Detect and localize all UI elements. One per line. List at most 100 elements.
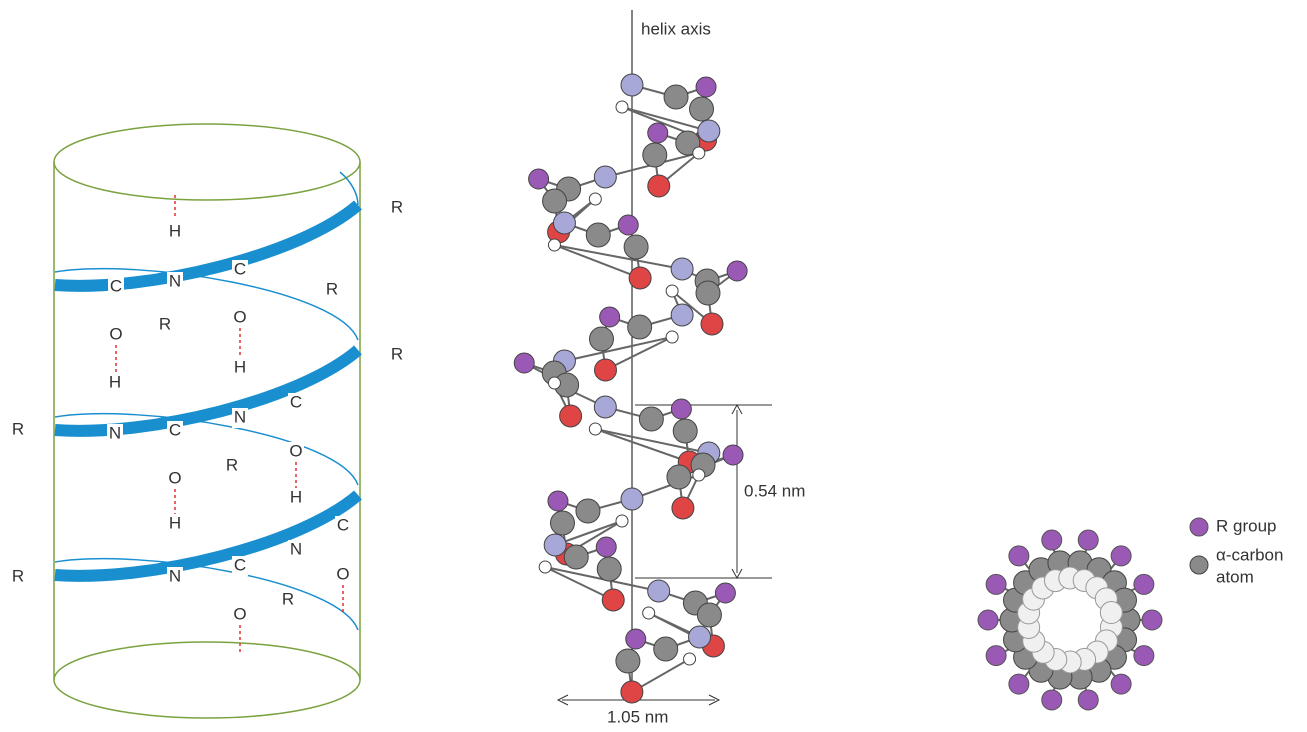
legend: R group α-carbon atom (1190, 516, 1283, 586)
end-view (978, 530, 1162, 710)
atom (715, 583, 735, 603)
atom (1042, 530, 1062, 550)
atom (626, 629, 646, 649)
atom (529, 169, 549, 189)
atom (597, 557, 621, 581)
atom (1042, 690, 1062, 710)
bond (554, 245, 682, 269)
atom-label: N (234, 407, 246, 426)
atom (594, 396, 616, 418)
atom (594, 166, 616, 188)
atom (1134, 574, 1154, 594)
atom-label: O (233, 604, 246, 623)
atom (648, 175, 670, 197)
atom (727, 261, 747, 281)
atom (648, 580, 670, 602)
atom-label: H (169, 221, 181, 240)
atom-label: C (234, 555, 246, 574)
atom-label: O (336, 564, 349, 583)
atom (553, 212, 575, 234)
atom (576, 499, 600, 523)
atom-label: R (12, 566, 24, 585)
cylinder-top (54, 124, 360, 200)
atom (643, 143, 667, 167)
atom (586, 223, 610, 247)
atom (589, 423, 601, 435)
atom-label: R (391, 344, 403, 363)
atom-label: O (289, 441, 302, 460)
atom (697, 603, 721, 627)
atom (689, 626, 711, 648)
figure: RHNCORCORRHNHNCOCORRHNHNCOCORR helix axi… (0, 0, 1307, 727)
atom-label: H (109, 372, 121, 391)
atom (589, 327, 613, 351)
ball-and-stick-model: helix axis 0.54 nm 1.05 nm (514, 10, 805, 726)
atom (654, 637, 678, 661)
atom (671, 304, 693, 326)
legend-label: atom (1216, 567, 1254, 586)
atom-label: N (169, 271, 181, 290)
atom (690, 97, 714, 121)
atom (618, 215, 638, 235)
atom-label: C (337, 515, 349, 534)
atom (616, 649, 640, 673)
atom (1134, 646, 1154, 666)
cylinder-bottom (54, 642, 360, 718)
atom (693, 469, 705, 481)
rise-label: 0.54 nm (744, 481, 805, 500)
atom (543, 189, 567, 213)
legend-swatch (1190, 518, 1208, 536)
atom (1009, 674, 1029, 694)
atom (666, 331, 678, 343)
atom (696, 77, 716, 97)
atom (1111, 674, 1131, 694)
atom (589, 193, 601, 205)
helix-schematic: RHNCORCORRHNHNCOCORRHNHNCOCORR (10, 124, 405, 718)
atom-label: R (226, 455, 238, 474)
atom-label: H (234, 357, 246, 376)
atom (1078, 690, 1098, 710)
atom-label: O (109, 324, 122, 343)
atom (514, 353, 534, 373)
legend-swatch (1190, 556, 1208, 574)
atom (548, 239, 560, 251)
bond (564, 337, 672, 361)
atom (648, 123, 668, 143)
atom-label: H (290, 487, 302, 506)
atom-label: C (169, 420, 181, 439)
atom (629, 267, 651, 289)
atom (978, 610, 998, 630)
atom (664, 85, 688, 109)
atom (548, 377, 560, 389)
atom (621, 488, 643, 510)
atom (544, 534, 566, 556)
atom (550, 511, 574, 535)
atom-label: R (159, 314, 171, 333)
atom-label: R (391, 197, 403, 216)
ribbon-front (55, 350, 358, 431)
atom (594, 359, 616, 381)
atom (600, 307, 620, 327)
atom-label: R (282, 589, 294, 608)
atom-label: N (169, 566, 181, 585)
atom (616, 101, 628, 113)
atom (986, 646, 1006, 666)
atom (693, 147, 705, 159)
atom-label: O (168, 468, 181, 487)
atom (548, 491, 568, 511)
atom (673, 419, 697, 443)
atom (639, 407, 663, 431)
atom (1100, 602, 1122, 624)
atom (628, 315, 652, 339)
atom (684, 653, 696, 665)
legend-label: R group (1216, 516, 1276, 535)
atom (1078, 530, 1098, 550)
ribbon-front (55, 205, 358, 286)
atom (986, 574, 1006, 594)
atom (602, 589, 624, 611)
atom (666, 285, 678, 297)
atom (560, 405, 582, 427)
atom-label: N (109, 423, 121, 442)
legend-label: α-carbon (1216, 545, 1283, 564)
atom (672, 497, 694, 519)
